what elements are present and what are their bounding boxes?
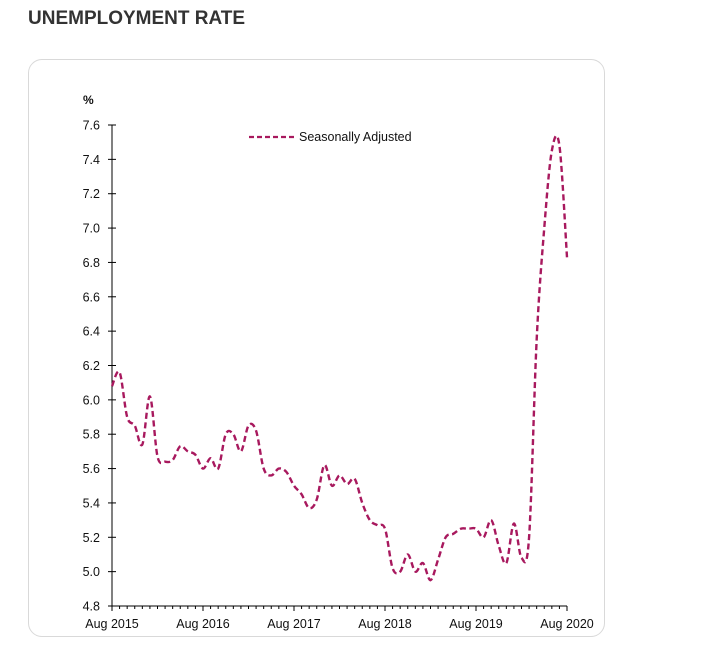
x-tick-label: Aug 2016 <box>176 617 230 631</box>
y-tick-label: 5.4 <box>83 496 100 510</box>
y-tick-label: 5.0 <box>83 565 100 579</box>
y-tick-label: 5.8 <box>83 428 100 442</box>
series-line-0 <box>110 134 569 582</box>
y-tick-label: 5.6 <box>83 462 100 476</box>
x-tick-label: Aug 2015 <box>85 617 139 631</box>
y-tick-label: 6.4 <box>83 325 100 339</box>
y-tick-label: 6.8 <box>83 256 100 270</box>
y-tick-label: 7.6 <box>83 119 100 133</box>
series-group <box>110 134 569 582</box>
chart-card <box>28 59 605 637</box>
y-tick-label: 7.0 <box>83 222 100 236</box>
legend-label: Seasonally Adjusted <box>299 130 412 144</box>
x-tick-label: Aug 2019 <box>449 617 503 631</box>
x-axis: Aug 2015 Aug 2016 Aug 2017 Aug 2018 Aug 2019… <box>85 605 594 631</box>
y-tick-label: 7.2 <box>83 187 100 201</box>
y-tick-label: 4.8 <box>83 600 100 614</box>
y-tick-label: 6.0 <box>83 393 100 407</box>
y-tick-label: 5.2 <box>83 531 100 545</box>
x-tick-label: Aug 2020 <box>540 617 594 631</box>
y-axis: 4.8 5.0 5.2 5.4 5.6 5.8 6.0 6.2 6.4 6.6 6.8 7.0 7.2 7… <box>83 119 116 614</box>
y-tick-label: 6.6 <box>83 290 100 304</box>
legend: Seasonally Adjusted <box>249 130 412 144</box>
x-tick-label: Aug 2018 <box>358 617 412 631</box>
y-tick-label: 7.4 <box>83 153 100 167</box>
x-tick-label: Aug 2017 <box>267 617 321 631</box>
page-title: UNEMPLOYMENT RATE <box>28 8 246 29</box>
y-axis-unit-label: % <box>83 93 94 107</box>
y-tick-label: 6.2 <box>83 359 100 373</box>
